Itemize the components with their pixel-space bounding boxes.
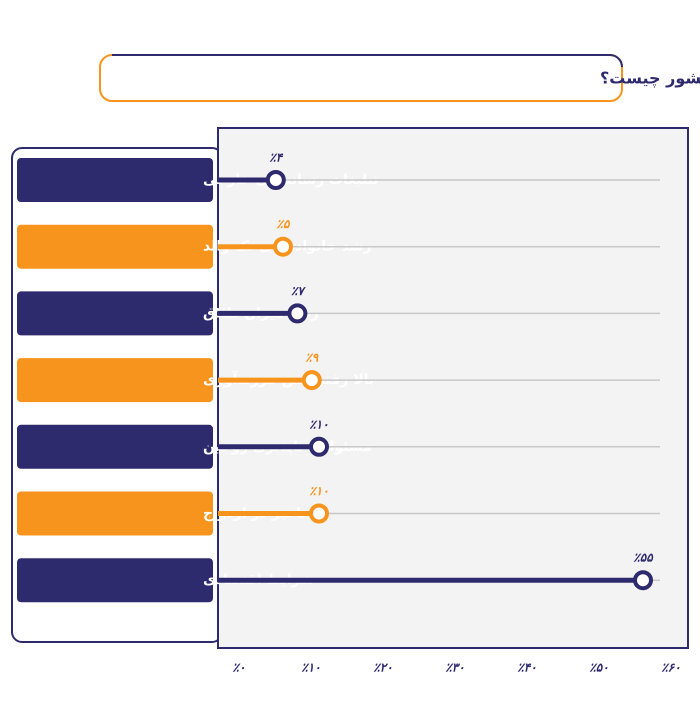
lollipop-head [273, 236, 293, 257]
category-box [17, 158, 213, 202]
value-label: ٪۷ [291, 284, 306, 298]
x-tick-label: ٪۴۰ [517, 661, 536, 675]
category-box [17, 224, 213, 269]
lollipop-head [309, 503, 329, 524]
title-accent [112, 54, 623, 68]
x-tick-label: ٪۳۰ [445, 661, 464, 675]
lollipop-head [633, 570, 653, 591]
x-tick-label: ٪۶۰ [661, 661, 680, 675]
x-tick-label: ٪۵۰ [589, 661, 608, 675]
value-label: ٪۹ [305, 351, 318, 365]
value-label: ٪۵ [277, 217, 291, 231]
category-box [17, 358, 213, 403]
chart-title: به نظر شما مهمترین موانع فرزندآوری در کش… [600, 68, 700, 89]
category-box [17, 491, 213, 536]
title-box [99, 54, 623, 102]
category-box [17, 291, 213, 336]
value-label: ٪۱۰ [309, 417, 328, 431]
lollipop-head [265, 170, 286, 190]
value-label: ٪۵۵ [633, 551, 654, 565]
lollipop-head [309, 436, 329, 457]
value-label: ٪۴ [269, 151, 283, 165]
category-box [17, 558, 213, 603]
x-tick-label: ٪۰ [233, 661, 246, 675]
x-tick-label: ٪۱۰ [301, 661, 320, 675]
category-box [17, 424, 213, 469]
lollipop-head [287, 303, 308, 324]
value-label: ٪۱۰ [309, 484, 328, 498]
plot-area [217, 127, 689, 649]
x-tick-label: ٪۲۰ [373, 661, 392, 675]
lollipop-head [301, 370, 322, 391]
